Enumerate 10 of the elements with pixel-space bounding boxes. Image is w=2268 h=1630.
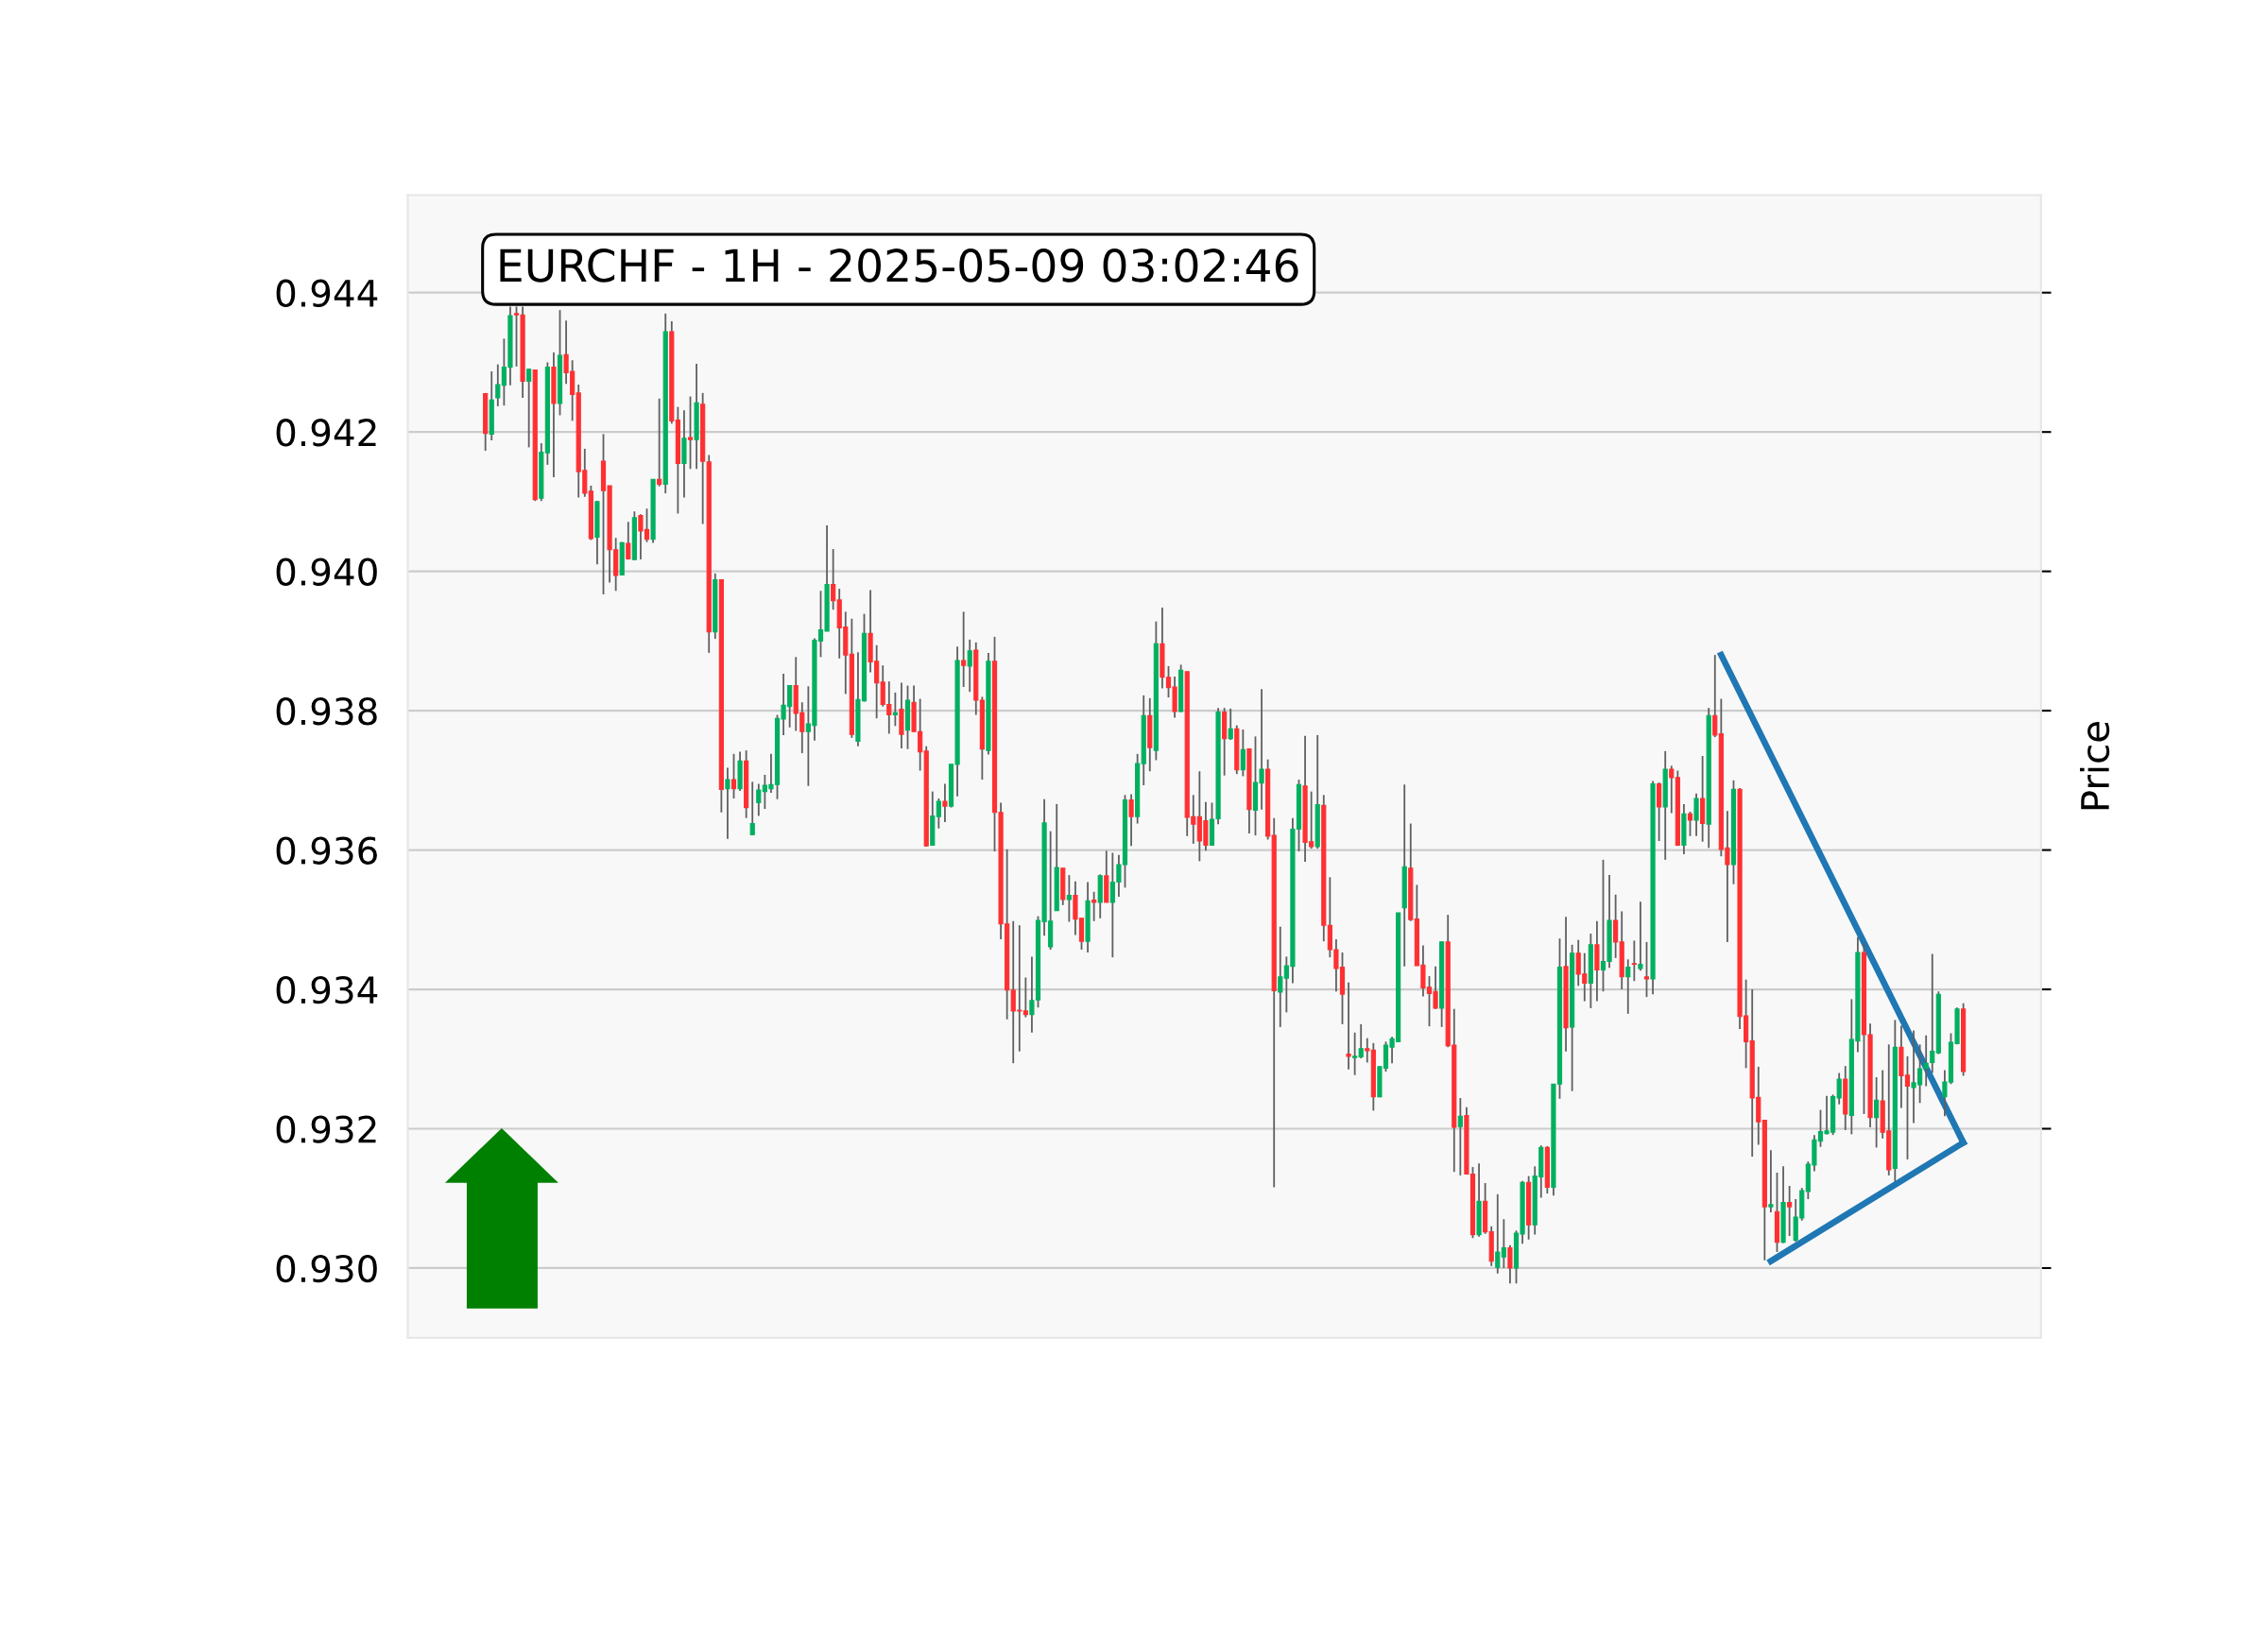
text: EURCHF - 1H - 2025-05-09 03:02:46 bbox=[500, 249, 1298, 283]
y-tick-label: 0.940 bbox=[276, 558, 377, 586]
y-tick-label: 0.934 bbox=[276, 975, 378, 1004]
y-tick-label: 0.944 bbox=[276, 279, 378, 308]
y-tick-label: 0.936 bbox=[276, 836, 377, 865]
y-tick-label: 0.932 bbox=[276, 1115, 376, 1143]
y-tick-label: 0.930 bbox=[276, 1254, 377, 1283]
y-axis-title: Price bbox=[2080, 722, 2110, 810]
y-tick-label: 0.942 bbox=[276, 419, 376, 447]
y-tick-label: 0.938 bbox=[276, 697, 377, 726]
